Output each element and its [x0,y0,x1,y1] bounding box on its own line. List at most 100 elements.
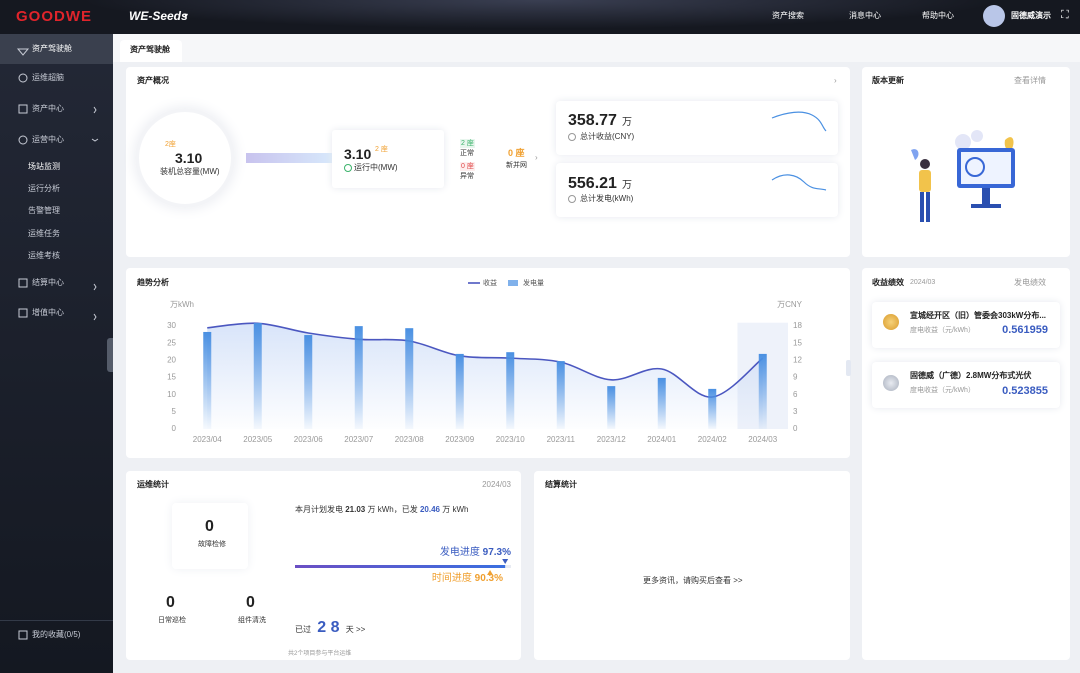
rank-label: 度电收益（元/kWh） [910,387,975,394]
tab-label[interactable]: 资产驾驶舱 [130,45,170,54]
person [926,192,930,222]
tab-bar [113,34,1080,62]
capacity-count: 2座 [165,141,176,148]
status-count: 2 座 [460,139,475,148]
bar [455,353,464,429]
card-arrow[interactable]: › [834,76,837,85]
fullscreen[interactable]: ⛶ [1061,9,1069,21]
top-bar [0,0,1080,34]
plan-unit: 万 kWh [442,505,469,514]
menu-item[interactable]: 结算中心 [32,278,64,287]
progress-text: 发电进度 97.3% [440,548,511,558]
submenu-item[interactable]: 告警管理 [28,206,60,215]
card-link[interactable]: 查看详情 [1014,76,1046,85]
x-tick-label: 2023/07 [344,435,373,444]
settlement-message[interactable]: 更多资讯，请购买后查看 >> [643,576,743,585]
logo[interactable]: GOODWE [16,8,92,25]
medal [883,375,899,391]
rank-value: 0.523855 [1002,385,1048,397]
icon [18,135,28,145]
tab[interactable] [120,40,182,62]
menu-item[interactable]: 增值中心 [32,308,64,317]
x-tick-label: 2023/04 [193,435,222,444]
nav-item[interactable]: 帮助中心 [922,11,954,20]
legend-swatch [508,280,518,286]
bar [304,335,313,429]
sidebar: 资产驾驶舱 运维超脑 资产中心 运营中心 场站监测 运行分析 告警管理 运维任务… [0,34,113,673]
station-name: 宣城经开区（旧）管委会303kW分布... [910,311,1047,320]
line-area [207,323,763,429]
count-value: 0 [205,518,214,535]
collapse-handle[interactable] [107,338,113,372]
person [920,192,924,222]
total-unit: 万 [622,180,632,191]
time-marker [487,570,494,575]
days-value: 2 8 [317,619,340,636]
submenu-item[interactable]: 运行分析 [28,184,60,193]
icon [18,308,28,318]
submenu-item[interactable]: 运维任务 [28,229,60,238]
base [971,204,1001,208]
submenu-item[interactable]: 运维考核 [28,251,60,260]
nav-item[interactable]: 资产搜索 [772,11,804,20]
bar [405,328,414,429]
plan-unit: 万 kWh [367,505,394,514]
capacity-label: 装机总容量(MW) [160,167,220,176]
user-name[interactable]: 固德威演示 [1011,11,1051,20]
count-box [172,503,248,569]
icon [18,73,28,83]
menu-item[interactable]: 运维超脑 [32,73,64,82]
capacity-value: 3.10 [175,150,203,166]
person [920,159,930,169]
chart-handle[interactable] [846,360,851,376]
card-link[interactable]: 发电绩效 [1014,278,1046,287]
gear [955,134,971,150]
days-prefix: 已过 [295,625,311,634]
count-label: 组件清洗 [238,617,266,624]
status-count: 0 座 [508,148,525,158]
avatar[interactable] [983,5,1005,27]
icon [16,48,30,56]
count-value: 0 [246,594,255,611]
total-label: 总计收益(CNY) [580,132,635,141]
progress-value: 97.3% [482,547,511,558]
x-tick-label: 2023/10 [496,435,525,444]
y-tick-label: 5 [172,407,177,416]
x-tick-label: 2023/05 [243,435,272,444]
x-tick-label: 2023/08 [395,435,424,444]
count-label: 故障检修 [198,541,226,548]
card-title: 运维统计 [137,480,169,489]
running-count: 2 座 [375,146,388,153]
bar [607,386,616,429]
submenu-item[interactable]: 场站监测 [28,162,60,171]
nav-item[interactable]: 消息中心 [849,11,881,20]
status-count: 0 座 [460,162,475,171]
days-text: 已过 2 8 天 >> [295,620,365,636]
icon [18,630,28,640]
bar [708,388,717,429]
rank-item[interactable] [872,302,1060,348]
x-tick-label: 2024/03 [748,435,777,444]
days-suffix[interactable]: 天 >> [345,625,366,634]
rank-item[interactable] [872,362,1060,408]
y2-tick-label: 18 [793,321,802,330]
y-tick-label: 30 [167,321,176,330]
x-tick-label: 2024/02 [698,435,727,444]
x-tick-label: 2023/06 [294,435,323,444]
bar [354,326,363,429]
menu-item[interactable]: 运营中心 [32,135,64,144]
favorites[interactable]: 我的收藏(0/5) [32,630,81,639]
card-title: 版本更新 [872,76,904,85]
plan-text: 本月计划发电 21.03 万 kWh，已发 20.46 万 kWh [295,506,468,514]
y2-tick-label: 12 [793,356,802,365]
capacity-ring [135,108,235,208]
app-name[interactable]: WE-Seeds [129,9,188,23]
card-period: 2024/03 [482,480,511,489]
running-label: 运行中(MW) [354,163,398,172]
app-caret[interactable]: ▾ [184,11,189,20]
menu-item[interactable]: 资产驾驶舱 [32,44,72,53]
status-arrow[interactable]: › [535,153,538,162]
menu-item[interactable]: 资产中心 [32,104,64,113]
y-tick-label: 25 [167,338,176,347]
